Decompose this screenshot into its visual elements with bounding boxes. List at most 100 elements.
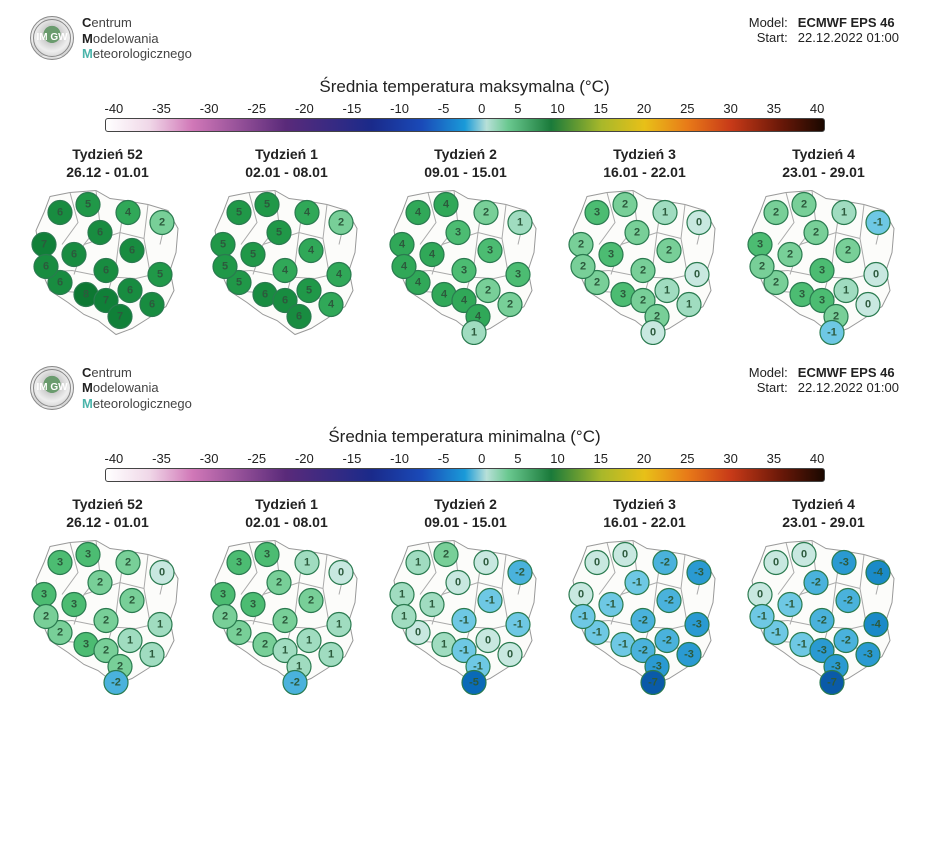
region-value: 2	[222, 610, 228, 622]
tick: -20	[295, 451, 314, 466]
region-value: 2	[483, 206, 489, 218]
region-value: 4	[415, 276, 422, 288]
region-value: 3	[608, 248, 614, 260]
region-value: 7	[41, 238, 47, 250]
region-value: 2	[773, 276, 779, 288]
region-value: 2	[97, 576, 103, 588]
region-value: 6	[149, 298, 155, 310]
region-value: -1	[606, 598, 616, 610]
region-value: 6	[262, 288, 268, 300]
region-value: 2	[262, 638, 268, 650]
region-value: -2	[638, 644, 648, 656]
tick: -15	[343, 101, 362, 116]
date-label: 23.01 - 29.01	[782, 164, 865, 180]
region-value: 0	[873, 268, 879, 280]
region-value: 0	[159, 566, 165, 578]
region-value: -5	[469, 676, 479, 688]
region-value: 0	[650, 326, 656, 338]
region-value: 3	[85, 548, 91, 560]
header: IM GWCentrumModelowaniaMeteorologicznego…	[20, 10, 909, 67]
panel: IM GWCentrumModelowaniaMeteorologicznego…	[0, 0, 929, 350]
region-value: -1	[771, 626, 781, 638]
region-value: 2	[634, 226, 640, 238]
colorbar-wrap: -40-35-30-25-20-15-10-50510152025303540	[20, 101, 909, 132]
region-value: 4	[336, 268, 343, 280]
region-value: 2	[338, 216, 344, 228]
region-value: -2	[111, 676, 121, 688]
region-value: -2	[662, 634, 672, 646]
region-value: -1	[797, 638, 807, 650]
region-value: 2	[813, 226, 819, 238]
region-value: 2	[773, 206, 779, 218]
region-value: -1	[513, 618, 523, 630]
region-value: 2	[103, 644, 109, 656]
region-value: 0	[594, 556, 600, 568]
map: 55425554544665645	[199, 180, 374, 345]
region-value: 2	[787, 248, 793, 260]
region-value: 5	[236, 276, 242, 288]
tick: 0	[478, 451, 485, 466]
region-value: 3	[515, 268, 521, 280]
tick: 20	[637, 451, 651, 466]
region-value: 2	[578, 238, 584, 250]
week-label: Tydzień 3	[613, 496, 676, 512]
maps-row: Tydzień 5226.12 - 01.0165427666665876766…	[20, 140, 909, 345]
start-value: 22.12.2022 01:00	[798, 380, 899, 395]
model-label: Model:	[738, 365, 788, 380]
colorbar-wrap: -40-35-30-25-20-15-10-50510152025303540	[20, 451, 909, 482]
region-value: -3	[839, 556, 849, 568]
region-value: 3	[620, 288, 626, 300]
region-value: 1	[304, 556, 310, 568]
tick: 30	[723, 451, 737, 466]
region-value: 5	[220, 238, 226, 250]
region-value: 2	[43, 610, 49, 622]
region-value: 7	[103, 294, 109, 306]
region-value: 6	[57, 276, 63, 288]
region-value: 1	[157, 618, 163, 630]
region-value: 2	[125, 556, 131, 568]
region-value: 2	[57, 626, 63, 638]
region-value: 2	[236, 626, 242, 638]
logo-icon: IM GW	[30, 366, 74, 410]
tick: -25	[247, 451, 266, 466]
region-value: 5	[264, 198, 270, 210]
tick: 40	[810, 451, 824, 466]
tick: 15	[594, 101, 608, 116]
model-value: ECMWF EPS 46	[798, 365, 895, 380]
region-value: 3	[236, 556, 242, 568]
region-value: 3	[819, 294, 825, 306]
week-label: Tydzień 4	[792, 496, 855, 512]
week-label: Tydzień 1	[255, 146, 318, 162]
tick: 5	[514, 101, 521, 116]
tick: 35	[767, 451, 781, 466]
section-title: Średnia temperatura minimalna (°C)	[20, 427, 909, 447]
map: 221-13222230331202-1	[736, 180, 911, 345]
tick: 5	[514, 451, 521, 466]
map-col: Tydzień 316.01 - 22.01321022322203212120	[557, 140, 732, 345]
region-value: -2	[660, 556, 670, 568]
tick: -10	[390, 101, 409, 116]
tick: -25	[247, 101, 266, 116]
region-value: 1	[399, 588, 405, 600]
region-value: 2	[845, 244, 851, 256]
region-value: -1	[618, 638, 628, 650]
region-value: 0	[485, 634, 491, 646]
region-value: -3	[692, 618, 702, 630]
region-value: 0	[455, 576, 461, 588]
region-value: 1	[662, 206, 668, 218]
region-value: -1	[485, 594, 495, 606]
region-value: 6	[71, 248, 77, 260]
region-value: 2	[801, 198, 807, 210]
region-value: 0	[507, 648, 513, 660]
region-value: 4	[401, 260, 408, 272]
tick: 40	[810, 101, 824, 116]
region-value: 4	[308, 244, 315, 256]
model-value: ECMWF EPS 46	[798, 15, 895, 30]
region-value: 3	[220, 588, 226, 600]
region-value: -1	[827, 326, 837, 338]
region-value: -1	[459, 644, 469, 656]
region-value: 0	[773, 556, 779, 568]
region-value: 4	[304, 206, 311, 218]
region-value: 4	[429, 248, 436, 260]
region-value: 2	[159, 216, 165, 228]
